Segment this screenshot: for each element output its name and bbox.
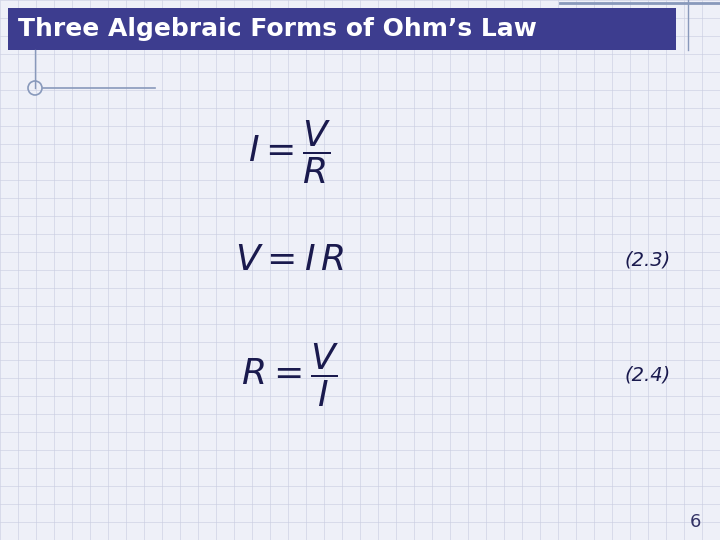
- FancyBboxPatch shape: [8, 8, 676, 50]
- Text: $\mathit{I} = \dfrac{\mathit{V}}{\mathit{R}}$: $\mathit{I} = \dfrac{\mathit{V}}{\mathit…: [248, 118, 332, 186]
- Text: Three Algebraic Forms of Ohm’s Law: Three Algebraic Forms of Ohm’s Law: [18, 17, 537, 41]
- Text: 6: 6: [689, 513, 701, 531]
- Text: (2.3): (2.3): [625, 251, 671, 269]
- Text: $\mathit{V} = \mathit{I}\,\mathit{R}$: $\mathit{V} = \mathit{I}\,\mathit{R}$: [235, 243, 345, 277]
- Text: $\mathit{R} = \dfrac{\mathit{V}}{\mathit{I}}$: $\mathit{R} = \dfrac{\mathit{V}}{\mathit…: [241, 341, 339, 409]
- Text: (2.4): (2.4): [625, 366, 671, 384]
